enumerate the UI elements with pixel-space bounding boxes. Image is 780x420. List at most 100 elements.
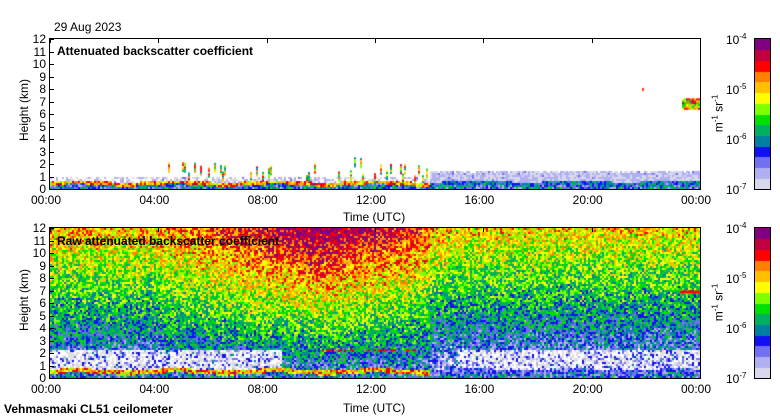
y-tick-mark	[50, 101, 54, 103]
y-tick-mark	[50, 315, 54, 317]
exponent: -4	[739, 221, 747, 230]
y-tick-mark	[50, 240, 54, 242]
y-tick-mark	[50, 340, 54, 342]
y-tick-mark	[50, 89, 54, 90]
colorbar-tick-label: 10-7	[726, 182, 746, 197]
x-tick-mark	[50, 39, 51, 43]
y-tick-label: 2	[39, 346, 46, 360]
base: 10	[726, 133, 740, 147]
x-tick-mark	[158, 228, 160, 232]
y-tick-label: 4	[39, 321, 46, 335]
y-tick-mark	[50, 328, 54, 329]
y-tick-label: 11	[33, 44, 46, 59]
y-tick-mark	[50, 265, 54, 267]
y-tick-mark	[50, 278, 54, 279]
y-tick-mark	[50, 164, 54, 165]
x-tick-label: 00:00	[681, 382, 712, 396]
x-tick-label: 08:00	[247, 193, 278, 207]
exponent: -5	[739, 82, 747, 91]
y-tick-mark	[50, 290, 54, 292]
y-tick-label: 5	[39, 308, 46, 323]
x-tick-mark	[483, 228, 485, 232]
y-axis-label: Height (km)	[17, 269, 31, 332]
colorbar-tick-label: 10-4	[726, 32, 746, 47]
y-tick-mark	[50, 303, 54, 304]
exponent: -4	[739, 32, 747, 41]
exponent: -5	[739, 271, 747, 280]
panel-title: Raw attenuated backscatter coefficient	[57, 234, 280, 248]
plot-frame	[49, 38, 701, 190]
x-tick-mark	[591, 228, 593, 232]
y-tick-mark	[50, 114, 54, 115]
y-tick-mark	[50, 126, 54, 128]
unit-exp: -1	[710, 115, 720, 123]
unit-m: m	[711, 122, 726, 133]
colorbar-label: m-1 sr-1	[711, 89, 726, 139]
colorbar-label: m-1 sr-1	[711, 278, 726, 328]
y-tick-mark	[50, 64, 54, 65]
unit-exp: -1	[710, 304, 720, 312]
exponent: -7	[739, 182, 747, 191]
y-tick-mark	[50, 151, 54, 153]
base: 10	[726, 83, 740, 97]
x-tick-mark	[700, 228, 701, 232]
y-tick-mark	[50, 228, 54, 229]
base: 10	[726, 322, 740, 336]
x-tick-label: 08:00	[247, 382, 278, 396]
x-tick-mark	[266, 228, 268, 232]
y-tick-label: 9	[39, 69, 46, 84]
x-tick-mark	[266, 39, 268, 43]
colorbar	[755, 228, 770, 378]
colorbar	[755, 39, 770, 189]
unit-exp: -1	[710, 283, 720, 291]
y-tick-mark	[50, 76, 54, 78]
y-tick-mark	[50, 365, 54, 367]
y-axis-label: Height (km)	[17, 79, 31, 142]
y-tick-label: 8	[39, 271, 46, 285]
y-tick-label: 5	[39, 119, 46, 134]
x-tick-label: 00:00	[31, 382, 62, 396]
base: 10	[726, 33, 740, 47]
y-tick-label: 6	[39, 107, 46, 121]
x-tick-label: 00:00	[31, 193, 62, 207]
exponent: -6	[739, 132, 747, 141]
x-tick-mark	[375, 228, 376, 232]
base: 10	[726, 372, 740, 386]
panel-title: Attenuated backscatter coefficient	[57, 44, 254, 58]
y-tick-label: 12	[32, 32, 46, 46]
heatmap-attenuated	[50, 39, 700, 189]
instrument-label: Vehmasmaki CL51 ceilometer	[4, 402, 173, 416]
colorbar-frame	[754, 38, 771, 190]
y-tick-label: 12	[32, 221, 46, 235]
x-tick-mark	[158, 39, 160, 43]
colorbar-tick-label: 10-7	[726, 371, 746, 386]
x-axis-label: Time (UTC)	[343, 401, 406, 415]
y-tick-label: 8	[39, 82, 46, 96]
date-label: 29 Aug 2023	[54, 20, 122, 34]
x-tick-mark	[375, 39, 376, 43]
y-tick-label: 7	[39, 94, 46, 109]
y-tick-mark	[50, 39, 54, 40]
y-tick-label: 10	[32, 246, 46, 260]
y-tick-label: 3	[39, 333, 46, 348]
x-tick-mark	[591, 39, 593, 43]
unit-exp: -1	[710, 94, 720, 102]
y-tick-label: 11	[33, 233, 46, 248]
y-tick-mark	[50, 189, 54, 190]
y-tick-label: 0	[39, 371, 46, 385]
y-tick-label: 6	[39, 296, 46, 310]
y-tick-mark	[50, 378, 54, 379]
y-tick-label: 1	[39, 169, 46, 184]
x-tick-label: 00:00	[681, 193, 712, 207]
colorbar-frame	[754, 227, 771, 379]
exponent: -6	[739, 321, 747, 330]
colorbar-tick-label: 10-6	[726, 321, 746, 336]
x-tick-label: 20:00	[572, 382, 603, 396]
x-tick-label: 12:00	[356, 193, 387, 207]
x-tick-mark	[50, 228, 51, 232]
unit-sr: sr	[711, 290, 726, 301]
y-tick-label: 3	[39, 144, 46, 159]
base: 10	[726, 183, 740, 197]
y-tick-label: 10	[32, 57, 46, 71]
heatmap-raw	[50, 228, 700, 378]
